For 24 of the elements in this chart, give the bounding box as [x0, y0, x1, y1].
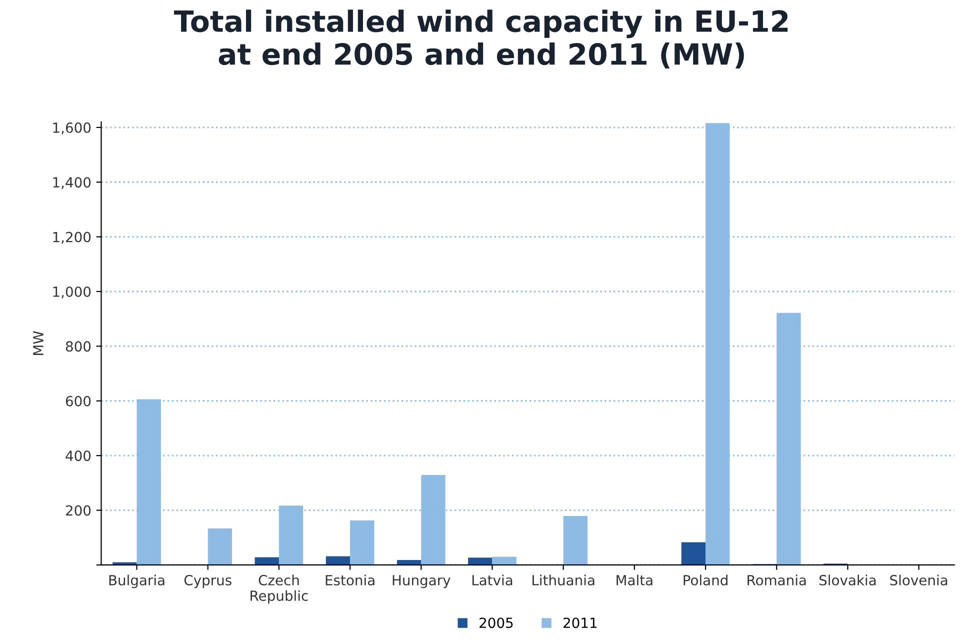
y-axis-title: MW: [33, 331, 44, 355]
x-tick-label: Poland: [684, 574, 728, 586]
x-tick-label: Slovenia: [890, 574, 948, 586]
x-tick-label: Czech Republic: [250, 574, 308, 604]
y-tick-label: 1,000: [53, 286, 91, 298]
x-tick-label: Slovakia: [819, 574, 876, 586]
x-tick-label: Estonia: [326, 574, 374, 586]
y-tick-label: 600: [66, 396, 91, 406]
x-tick-label: Bulgaria: [109, 574, 164, 588]
legend-label: 2005: [480, 618, 513, 628]
y-tick-label: 200: [66, 505, 91, 516]
x-tick-label: Romania: [748, 574, 806, 586]
x-tick-label: Lithuania: [532, 574, 594, 586]
x-tick-label: Cyprus: [184, 574, 232, 588]
y-tick-label: 1,600: [53, 122, 91, 134]
legend-label: 2011: [564, 618, 597, 628]
y-tick-label: 1,200: [53, 232, 91, 244]
chart-title: Total installed wind capacity in EU-12 at end 2005 and end 2011 (MW): [174, 10, 788, 69]
x-tick-label: Hungary: [392, 575, 450, 588]
y-tick-label: 800: [66, 341, 91, 352]
y-tick-label: 400: [66, 450, 91, 462]
y-tick-label: 1,400: [53, 177, 91, 190]
x-tick-label: Malta: [616, 574, 652, 586]
x-tick-label: Latvia: [472, 574, 512, 586]
